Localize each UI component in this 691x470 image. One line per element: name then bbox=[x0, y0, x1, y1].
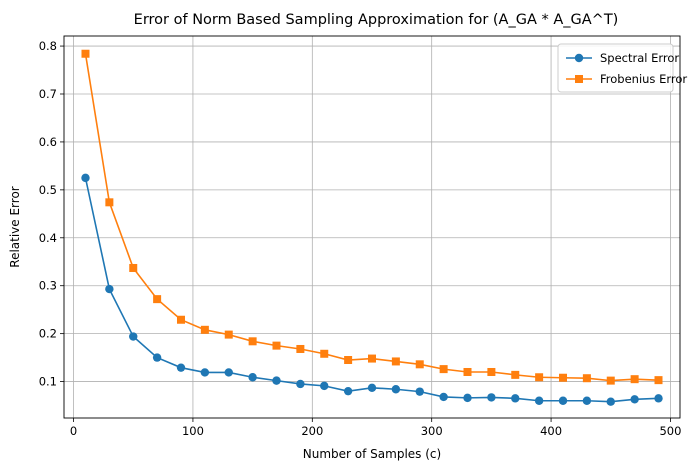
data-point-0 bbox=[439, 392, 448, 402]
data-point-0 bbox=[606, 397, 615, 406]
y-tick-label: 0.4 bbox=[39, 231, 57, 245]
data-point-1 bbox=[81, 49, 90, 58]
data-point-1 bbox=[391, 357, 400, 366]
data-point-0 bbox=[534, 396, 544, 405]
y-tick-label: 0.8 bbox=[39, 39, 57, 53]
legend-label-1: Frobenius Error bbox=[600, 72, 687, 86]
data-point-1 bbox=[176, 315, 185, 324]
legend-box bbox=[557, 43, 674, 93]
legend: Spectral Error Frobenius Error bbox=[557, 43, 687, 93]
data-point-0 bbox=[582, 396, 592, 405]
legend-marker-0 bbox=[574, 53, 584, 63]
x-tick-label: 200 bbox=[301, 424, 323, 438]
data-point-0 bbox=[152, 353, 162, 362]
data-point-0 bbox=[415, 387, 424, 396]
data-point-0 bbox=[511, 394, 520, 403]
data-point-0 bbox=[558, 396, 568, 405]
plot-frame bbox=[63, 35, 681, 419]
chart-title: Error of Norm Based Sampling Approximati… bbox=[134, 12, 619, 28]
data-point-1 bbox=[272, 341, 281, 350]
data-point-1 bbox=[463, 367, 472, 376]
data-point-1 bbox=[630, 375, 639, 384]
data-point-0 bbox=[487, 393, 496, 402]
y-tick-label: 0.2 bbox=[39, 327, 57, 341]
y-axis-label: Relative Error bbox=[8, 186, 22, 268]
x-axis-label: Number of Samples (c) bbox=[303, 447, 441, 461]
data-point-0 bbox=[463, 393, 472, 403]
data-point-0 bbox=[129, 332, 138, 341]
data-point-0 bbox=[105, 284, 114, 294]
data-point-1 bbox=[296, 344, 305, 353]
data-point-1 bbox=[535, 373, 544, 382]
data-point-1 bbox=[248, 337, 257, 346]
y-tick-label: 0.1 bbox=[39, 375, 57, 389]
data-point-1 bbox=[129, 263, 138, 272]
data-point-1 bbox=[559, 373, 568, 382]
data-point-1 bbox=[654, 376, 663, 385]
data-point-0 bbox=[630, 395, 639, 404]
data-point-1 bbox=[511, 370, 520, 379]
legend-label-0: Spectral Error bbox=[600, 51, 679, 65]
data-point-1 bbox=[153, 295, 162, 304]
data-point-1 bbox=[606, 376, 615, 385]
x-tick-label: 500 bbox=[659, 424, 681, 438]
data-point-1 bbox=[439, 365, 448, 374]
data-point-0 bbox=[654, 394, 663, 403]
x-tick-label: 400 bbox=[540, 424, 562, 438]
y-tick-label: 0.5 bbox=[39, 183, 57, 197]
y-tick-label: 0.6 bbox=[39, 135, 57, 149]
data-point-0 bbox=[224, 368, 233, 377]
data-point-0 bbox=[176, 363, 186, 372]
series-layer bbox=[81, 49, 663, 406]
axes: 0 100 200 300 400 500 0.1 0.2 0.3 0.4 0.5 0.6 0.7 0.8 bbox=[39, 39, 682, 438]
data-point-0 bbox=[320, 381, 329, 391]
data-point-1 bbox=[224, 330, 233, 339]
data-point-0 bbox=[343, 386, 353, 396]
data-point-0 bbox=[272, 376, 281, 385]
data-point-0 bbox=[200, 368, 210, 377]
data-point-1 bbox=[415, 360, 424, 369]
data-point-1 bbox=[200, 325, 209, 334]
data-point-1 bbox=[344, 356, 353, 365]
grid bbox=[64, 36, 680, 418]
data-point-1 bbox=[368, 354, 376, 363]
data-point-1 bbox=[582, 374, 591, 383]
data-point-1 bbox=[487, 367, 496, 376]
data-point-0 bbox=[248, 373, 257, 382]
data-point-1 bbox=[320, 349, 329, 358]
y-tick-label: 0.7 bbox=[39, 87, 57, 101]
data-point-0 bbox=[296, 379, 305, 389]
legend-marker-1 bbox=[575, 75, 583, 83]
data-point-0 bbox=[367, 383, 377, 393]
data-point-0 bbox=[81, 173, 90, 183]
y-tick-label: 0.3 bbox=[39, 279, 57, 293]
x-tick-label: 0 bbox=[70, 424, 77, 438]
x-tick-label: 100 bbox=[182, 424, 204, 438]
data-point-1 bbox=[105, 198, 114, 207]
x-tick-label: 300 bbox=[421, 424, 443, 438]
data-point-0 bbox=[391, 385, 401, 394]
